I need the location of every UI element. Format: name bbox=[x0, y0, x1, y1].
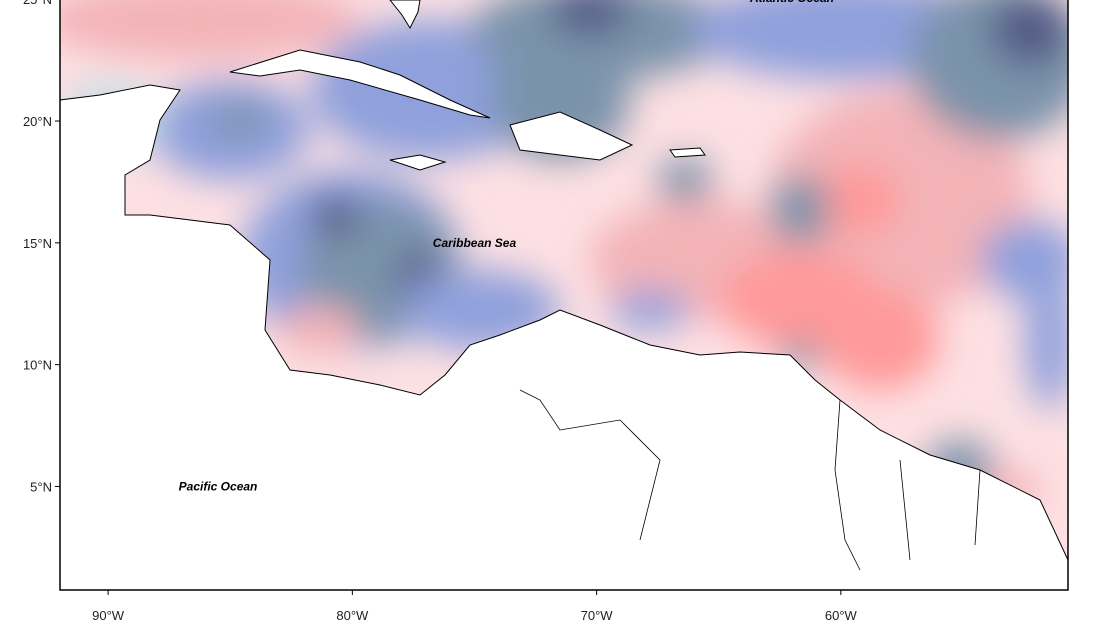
lat-tick-label: 10°N bbox=[23, 358, 52, 373]
lat-tick-label: 20°N bbox=[23, 114, 52, 129]
place-label: Atlantic Ocean bbox=[749, 0, 834, 5]
place-label: Caribbean Sea bbox=[433, 236, 517, 250]
lat-tick-label: 5°N bbox=[30, 479, 52, 494]
place-label: Pacific Ocean bbox=[179, 479, 258, 493]
map-frame bbox=[59, 0, 1069, 591]
lon-tick-label: 90°W bbox=[92, 608, 125, 623]
lon-tick-label: 80°W bbox=[336, 608, 369, 623]
coastlines bbox=[59, 0, 1069, 591]
lat-tick-label: 25°N bbox=[23, 0, 52, 7]
lat-tick-label: 15°N bbox=[23, 236, 52, 251]
lon-tick-label: 70°W bbox=[581, 608, 614, 623]
anomaly-field bbox=[60, 0, 1068, 575]
lon-tick-label: 60°W bbox=[825, 608, 858, 623]
